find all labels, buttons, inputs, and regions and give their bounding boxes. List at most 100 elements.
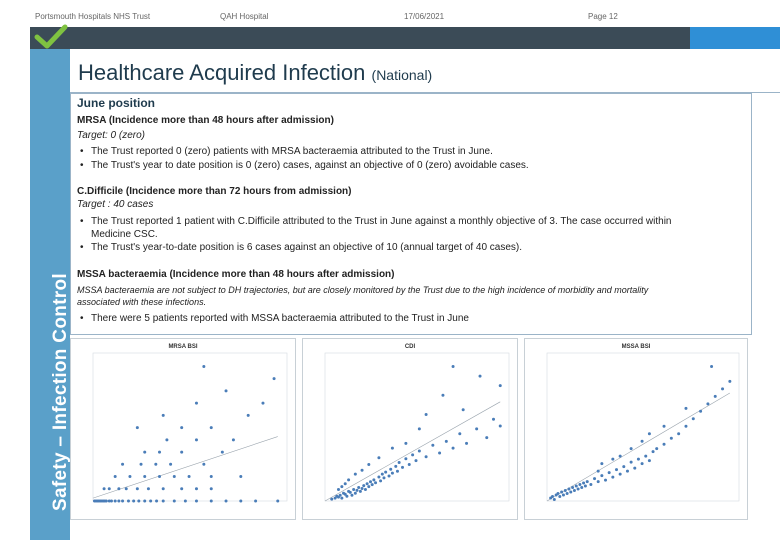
mssa-heading: MSSA bacteraemia (Incidence more than 48… xyxy=(77,269,395,280)
data-point xyxy=(571,486,575,490)
chart-mssa-svg: MSSA BSI xyxy=(546,344,740,502)
data-point xyxy=(239,499,243,503)
data-point xyxy=(135,487,139,491)
data-point xyxy=(625,469,629,473)
data-point xyxy=(246,413,250,417)
data-point xyxy=(441,393,445,397)
data-point xyxy=(194,499,198,503)
data-point xyxy=(491,417,495,421)
data-point xyxy=(558,495,562,499)
data-point xyxy=(360,487,364,491)
data-point xyxy=(550,495,554,499)
data-point xyxy=(350,493,354,497)
data-point xyxy=(498,424,502,428)
data-point xyxy=(374,481,378,485)
cdiff-heading: C.Difficile (Incidence more than 72 hour… xyxy=(77,186,352,197)
data-point xyxy=(357,486,361,490)
mssa-bullet-1-text: There were 5 patients reported with MSSA… xyxy=(91,313,469,324)
data-point xyxy=(572,489,576,493)
data-point xyxy=(633,466,637,470)
data-point xyxy=(180,450,184,454)
sidebar xyxy=(30,49,70,540)
data-point xyxy=(431,443,435,447)
data-point xyxy=(390,471,394,475)
data-point xyxy=(380,472,384,476)
cdiff-bullet-2-text: The Trust's year-to-date position is 6 c… xyxy=(91,242,523,253)
data-point xyxy=(498,384,502,388)
data-point xyxy=(424,413,428,417)
data-point xyxy=(401,465,405,469)
data-point xyxy=(600,462,604,466)
data-point xyxy=(169,462,173,466)
data-point xyxy=(126,499,130,503)
data-point xyxy=(355,488,359,492)
data-point xyxy=(117,487,121,491)
data-point xyxy=(669,436,673,440)
data-point xyxy=(651,450,655,454)
page-title-sub: (National) xyxy=(371,67,433,83)
data-point xyxy=(382,476,386,480)
chart-title: CDI xyxy=(405,344,416,350)
header-site: QAH Hospital xyxy=(220,12,269,21)
data-point xyxy=(161,499,165,503)
data-point xyxy=(117,499,121,503)
data-point xyxy=(622,465,626,469)
data-point xyxy=(272,377,276,381)
data-point xyxy=(461,408,465,412)
data-point xyxy=(368,480,372,484)
data-point xyxy=(407,462,411,466)
chart-cdi-svg: CDI xyxy=(324,344,510,502)
trend-line xyxy=(92,436,278,499)
content-panel xyxy=(70,93,752,335)
data-point xyxy=(340,496,344,500)
data-point xyxy=(728,379,732,383)
data-point xyxy=(563,489,567,493)
data-point xyxy=(578,483,582,487)
data-point xyxy=(161,487,165,491)
data-point xyxy=(561,493,565,497)
data-point xyxy=(194,438,198,442)
data-point xyxy=(589,483,593,487)
bullet-glyph: • xyxy=(80,146,84,157)
data-point xyxy=(135,426,139,430)
header-page: Page 12 xyxy=(588,12,618,21)
data-point xyxy=(691,417,695,421)
data-point xyxy=(113,499,117,503)
data-point xyxy=(636,457,640,461)
data-point xyxy=(224,499,228,503)
data-point xyxy=(340,485,344,489)
data-point xyxy=(121,462,125,466)
data-point xyxy=(154,462,158,466)
title-rule xyxy=(70,92,780,93)
data-point xyxy=(582,481,586,485)
data-point xyxy=(137,499,141,503)
data-point xyxy=(629,460,633,464)
data-point xyxy=(165,438,169,442)
data-point xyxy=(209,475,213,479)
data-point xyxy=(107,499,111,503)
plot-area xyxy=(324,352,510,502)
data-point xyxy=(347,478,351,482)
data-point xyxy=(565,492,569,496)
data-point xyxy=(451,446,455,450)
data-point xyxy=(109,499,113,503)
data-point xyxy=(404,441,408,445)
data-point xyxy=(640,462,644,466)
data-point xyxy=(209,426,213,430)
data-point xyxy=(411,453,415,457)
data-point xyxy=(367,485,371,489)
data-point xyxy=(139,462,143,466)
data-point xyxy=(390,446,394,450)
data-point xyxy=(684,424,688,428)
data-point xyxy=(713,394,717,398)
data-point xyxy=(143,450,147,454)
data-point xyxy=(348,490,352,494)
data-point xyxy=(362,484,366,488)
header-band-blue xyxy=(690,27,780,49)
data-point xyxy=(404,457,408,461)
data-point xyxy=(107,487,111,491)
data-point xyxy=(721,387,725,391)
trend-line xyxy=(324,401,501,502)
data-point xyxy=(556,492,560,496)
data-point xyxy=(146,487,150,491)
